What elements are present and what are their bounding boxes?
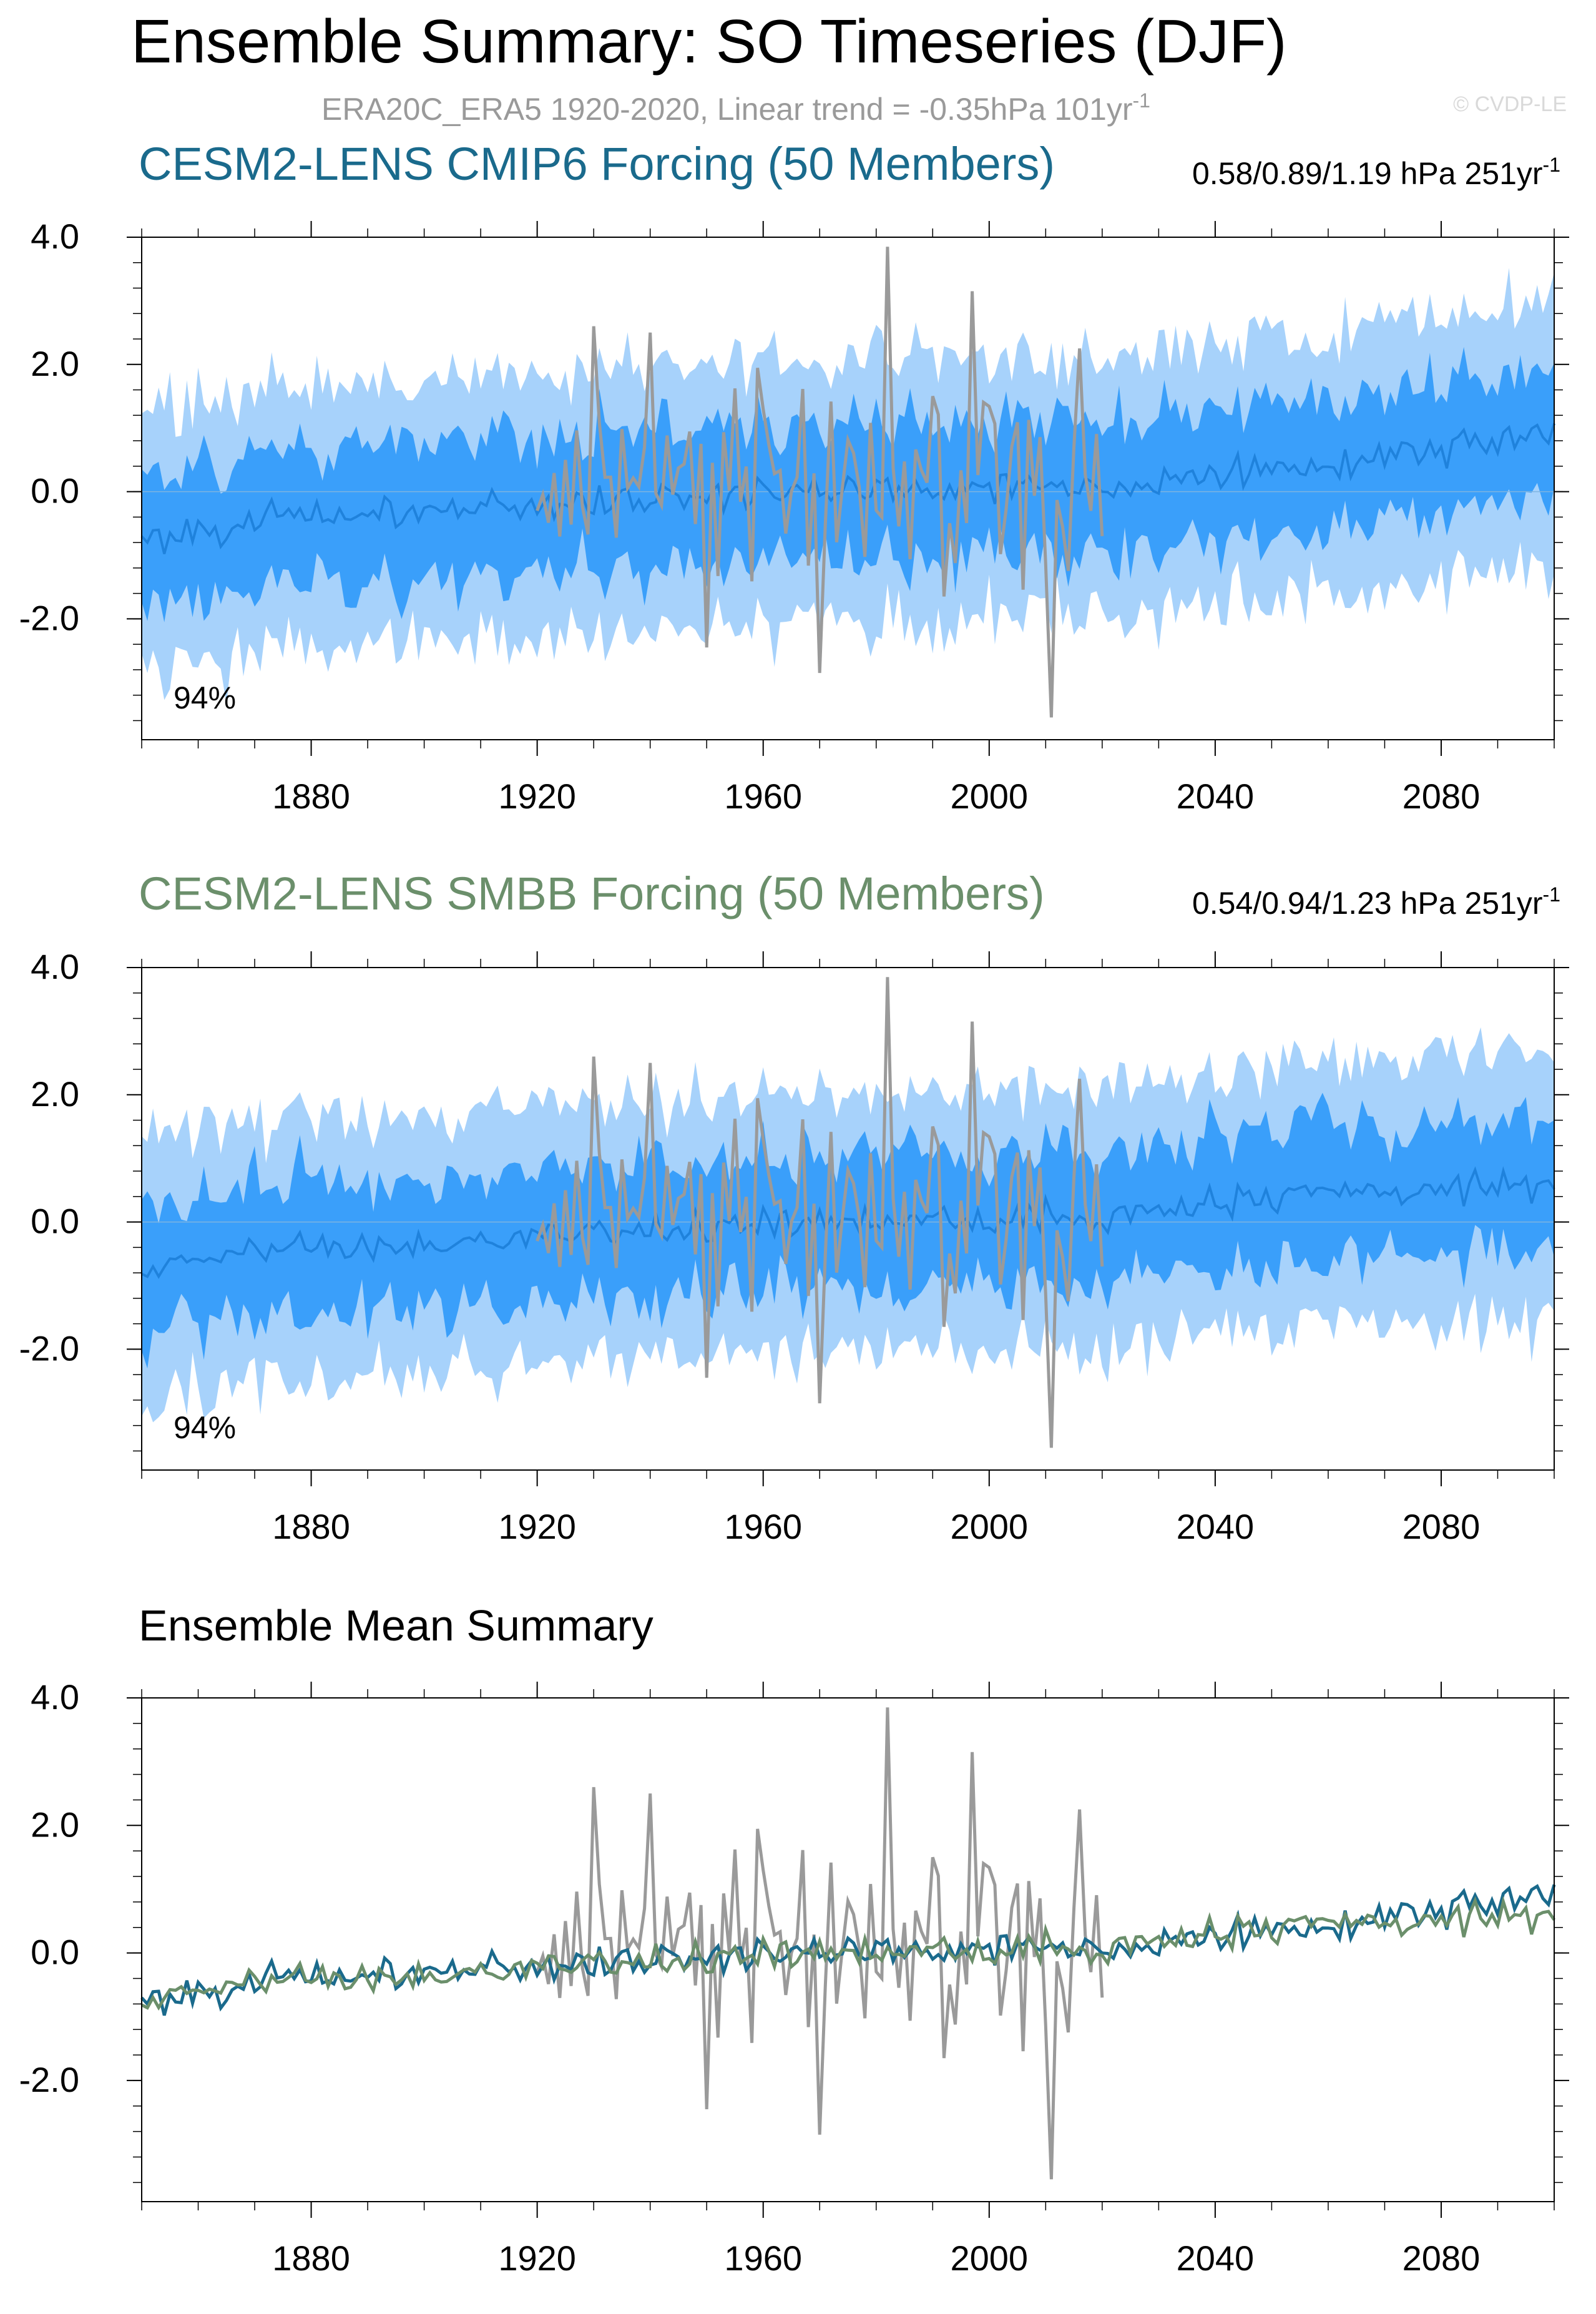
x-tick-label: 1920: [498, 777, 576, 816]
panel-cmip6: CESM2-LENS CMIP6 Forcing (50 Members) 0.…: [19, 138, 1569, 816]
y-tick-label: -2.0: [19, 2060, 80, 2099]
x-tick-label: 1960: [724, 777, 802, 816]
x-tick-label: 1880: [272, 2238, 350, 2278]
x-tick-label: 2040: [1177, 1507, 1255, 1546]
y-tick-label: 0.0: [31, 1202, 79, 1241]
y-tick-label: 4.0: [31, 1677, 79, 1717]
percent-label-cmip6: 94%: [174, 680, 236, 715]
x-tick-label: 1920: [498, 1507, 576, 1546]
x-tick-label: 1880: [272, 1507, 350, 1546]
panel-smbb: CESM2-LENS SMBB Forcing (50 Members) 0.5…: [19, 868, 1569, 1546]
panel-title-ensemble-mean: Ensemble Mean Summary: [139, 1601, 654, 1650]
y-tick-label: -2.0: [19, 598, 80, 637]
y-tick-label: 0.0: [31, 1933, 79, 1972]
page-title: Ensemble Summary: SO Timeseries (DJF): [131, 7, 1286, 76]
panel-title-cmip6: CESM2-LENS CMIP6 Forcing (50 Members): [139, 138, 1055, 190]
panel-ensemble-mean: Ensemble Mean Summary 4.0 2.0 0.0 -2.0 1880 1…: [19, 1601, 1569, 2278]
y-tick-label: 4.0: [31, 217, 79, 256]
x-tick-label: 2000: [951, 1507, 1029, 1546]
y-tick-label: 0.0: [31, 471, 79, 511]
panel-title-smbb: CESM2-LENS SMBB Forcing (50 Members): [139, 868, 1045, 919]
y-tick-label: 2.0: [31, 1074, 79, 1114]
percent-label-smbb: 94%: [174, 1410, 236, 1445]
trend-text-cmip6: 0.58/0.89/1.19 hPa 251yr-1: [1192, 154, 1560, 191]
x-tick-label: 2000: [951, 2238, 1029, 2278]
plot-area-cmip6: 4.0 2.0 0.0 -2.0 1880 1920 1960 2000 2040 2080: [19, 217, 1569, 816]
observations-line: [536, 977, 1104, 1448]
x-tick-label: 2040: [1177, 2238, 1255, 2278]
x-tick-label: 2080: [1403, 2238, 1481, 2278]
x-tick-label: 2040: [1177, 777, 1255, 816]
x-tick-label: 1920: [498, 2238, 576, 2278]
trend-text-smbb: 0.54/0.94/1.23 hPa 251yr-1: [1192, 883, 1560, 921]
y-tick-label: 2.0: [31, 344, 79, 383]
plot-area-ensemble-mean: 4.0 2.0 0.0 -2.0 1880 1920 1960 2000 2040 2080: [19, 1677, 1569, 2278]
x-tick-label: 2080: [1403, 777, 1481, 816]
x-tick-label: 1880: [272, 777, 350, 816]
x-tick-label: 1960: [724, 1507, 802, 1546]
plot-frame: [141, 237, 1555, 740]
x-tick-label: 1960: [724, 2238, 802, 2278]
observations-line: [536, 247, 1104, 718]
watermark: © CVDP-LE: [1453, 92, 1567, 116]
band-inner: [142, 1092, 1554, 1369]
band-inner: [142, 346, 1554, 622]
y-tick-label: 2.0: [31, 1805, 79, 1844]
plot-area-smbb: 4.0 2.0 0.0 -2.0 1880 1920 1960 2000 2040 2080: [19, 947, 1569, 1546]
ensemble-mean-line: [141, 1166, 1555, 1279]
x-tick-label: 2080: [1403, 1507, 1481, 1546]
subtitle-superscript: -1: [1132, 89, 1150, 112]
smbb-mean-line: [140, 1896, 1556, 2011]
subtitle: ERA20C_ERA5 1920-2020, Linear trend = -0…: [321, 89, 1150, 127]
x-tick-label: 2000: [951, 777, 1029, 816]
ensemble-mean-line: [140, 423, 1555, 554]
plot-frame: [141, 967, 1555, 1471]
y-tick-label: 4.0: [31, 947, 79, 986]
plot-frame: [141, 1697, 1555, 2202]
y-tick-label: -2.0: [19, 1328, 80, 1368]
